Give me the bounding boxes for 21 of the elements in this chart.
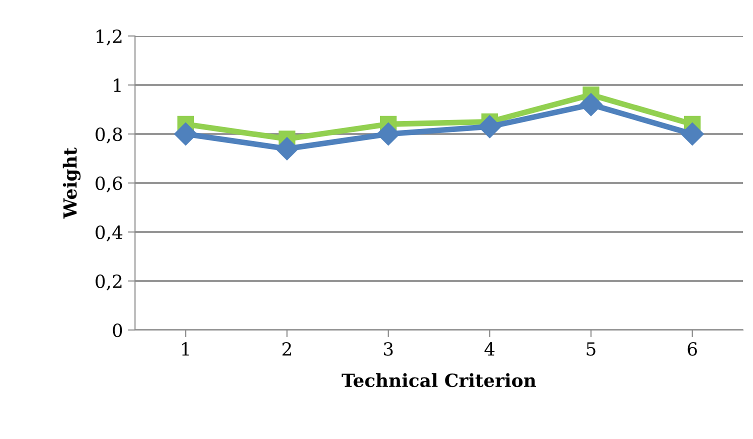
y-tick-label: 0,2 [96, 274, 122, 290]
point [680, 122, 704, 146]
y-axis-title: Weight [62, 147, 81, 219]
y-tick-label: 0,6 [96, 176, 122, 192]
y-tick-label: 0,4 [96, 225, 122, 242]
x-tick-label: 3 [384, 342, 393, 356]
y-tick-label: 0 [112, 323, 122, 338]
y-tick-label: 1 [114, 78, 121, 92]
point [580, 93, 602, 116]
x-tick-label: 4 [484, 342, 494, 356]
point [174, 122, 198, 146]
x-tick-label: 5 [586, 342, 596, 356]
x-axis-title: Technical Criterion [342, 373, 536, 388]
point [376, 122, 400, 146]
x-tick-label: 6 [688, 342, 697, 356]
point [478, 115, 502, 138]
point [276, 137, 298, 160]
x-tick-label: 1 [182, 342, 189, 356]
y-tick-label: 0,8 [96, 127, 122, 144]
x-tick-label: 2 [282, 342, 291, 356]
y-tick-label: 1,2 [96, 29, 122, 46]
